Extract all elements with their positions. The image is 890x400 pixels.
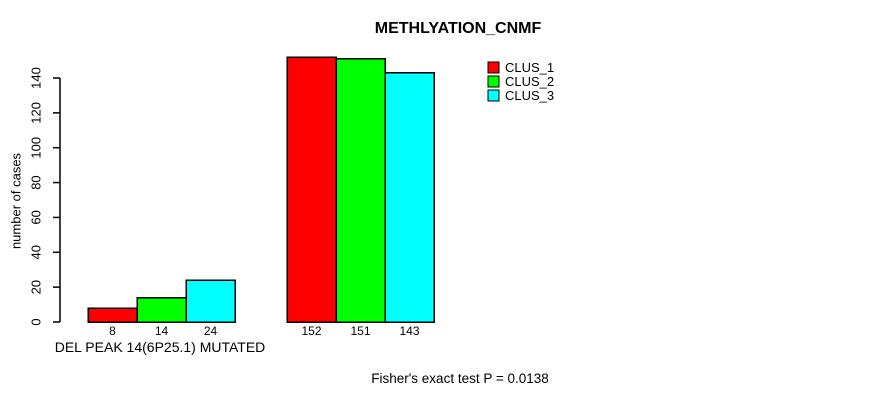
bar-value-label: 151 xyxy=(350,324,370,338)
legend-swatch-clus_3 xyxy=(487,89,500,102)
bar-clus_3-group2 xyxy=(384,72,435,323)
bar-clus_2-group1 xyxy=(136,296,187,323)
y-axis-tick-label: 0 xyxy=(29,318,44,325)
bar-clus_2-group2 xyxy=(335,58,386,323)
legend-label-clus_2: CLUS_2 xyxy=(505,74,554,89)
legend-label-clus_1: CLUS_1 xyxy=(505,60,554,75)
bar-value-label: 24 xyxy=(204,324,218,338)
fisher-test-annotation: Fisher's exact test P = 0.0138 xyxy=(371,371,549,386)
y-axis-tick-label: 40 xyxy=(29,245,44,259)
y-axis-tick-label: 140 xyxy=(29,67,44,89)
y-axis-tick-label: 60 xyxy=(29,210,44,224)
bar-clus_3-group1 xyxy=(185,279,236,323)
bar-value-label: 14 xyxy=(155,324,169,338)
bar-clus_1-group1 xyxy=(87,307,138,323)
y-axis-label: number of cases xyxy=(9,152,24,249)
bar-series xyxy=(87,56,435,323)
y-axis-tick-label: 20 xyxy=(29,280,44,294)
bar-value-label: 143 xyxy=(399,324,419,338)
bar-clus_1-group2 xyxy=(286,56,337,323)
x-axis-label: DEL PEAK 14(6P25.1) MUTATED xyxy=(55,339,266,355)
legend-swatch-clus_1 xyxy=(487,61,500,74)
bar-value-label: 152 xyxy=(301,324,321,338)
y-axis-tick-label: 80 xyxy=(29,175,44,189)
y-axis-tick-label: 120 xyxy=(29,102,44,124)
legend-swatch-clus_2 xyxy=(487,75,500,88)
bar-value-labels: 8 14 24 152 151 143 xyxy=(109,324,420,338)
chart-title: METHLYATION_CNMF xyxy=(375,20,542,37)
y-axis-tick-label: 100 xyxy=(29,137,44,159)
legend-label-clus_3: CLUS_3 xyxy=(505,88,554,103)
bar-value-label: 8 xyxy=(109,324,116,338)
y-axis: 0 20 40 60 80 100 120 140 xyxy=(29,67,61,326)
